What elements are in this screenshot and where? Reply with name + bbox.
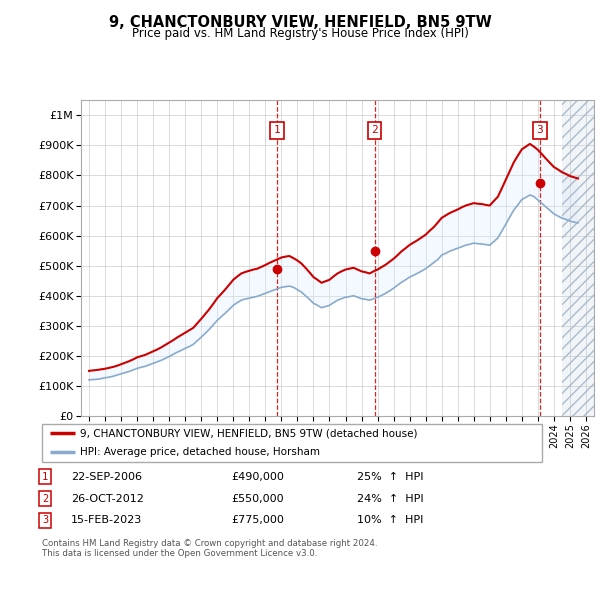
Text: 24%  ↑  HPI: 24% ↑ HPI [357,494,424,503]
Bar [562,100,594,416]
Text: 1: 1 [42,472,48,481]
Text: 22-SEP-2006: 22-SEP-2006 [71,472,142,481]
Text: 15-FEB-2023: 15-FEB-2023 [71,516,142,525]
Text: 3: 3 [536,125,543,135]
Text: This data is licensed under the Open Government Licence v3.0.: This data is licensed under the Open Gov… [42,549,317,558]
Text: 2: 2 [371,125,378,135]
Text: 1: 1 [274,125,280,135]
Text: Contains HM Land Registry data © Crown copyright and database right 2024.: Contains HM Land Registry data © Crown c… [42,539,377,548]
Text: 25%  ↑  HPI: 25% ↑ HPI [357,472,424,481]
Text: HPI: Average price, detached house, Horsham: HPI: Average price, detached house, Hors… [80,447,320,457]
Text: 26-OCT-2012: 26-OCT-2012 [71,494,143,503]
Text: £490,000: £490,000 [231,472,284,481]
Text: 10%  ↑  HPI: 10% ↑ HPI [357,516,424,525]
Text: 2: 2 [42,494,48,503]
Text: 3: 3 [42,516,48,525]
Text: 9, CHANCTONBURY VIEW, HENFIELD, BN5 9TW (detached house): 9, CHANCTONBURY VIEW, HENFIELD, BN5 9TW … [80,428,418,438]
Text: £775,000: £775,000 [231,516,284,525]
Text: Price paid vs. HM Land Registry's House Price Index (HPI): Price paid vs. HM Land Registry's House … [131,27,469,40]
Text: 9, CHANCTONBURY VIEW, HENFIELD, BN5 9TW: 9, CHANCTONBURY VIEW, HENFIELD, BN5 9TW [109,15,491,30]
Text: £550,000: £550,000 [231,494,284,503]
FancyBboxPatch shape [42,424,542,463]
Bar [562,100,594,416]
